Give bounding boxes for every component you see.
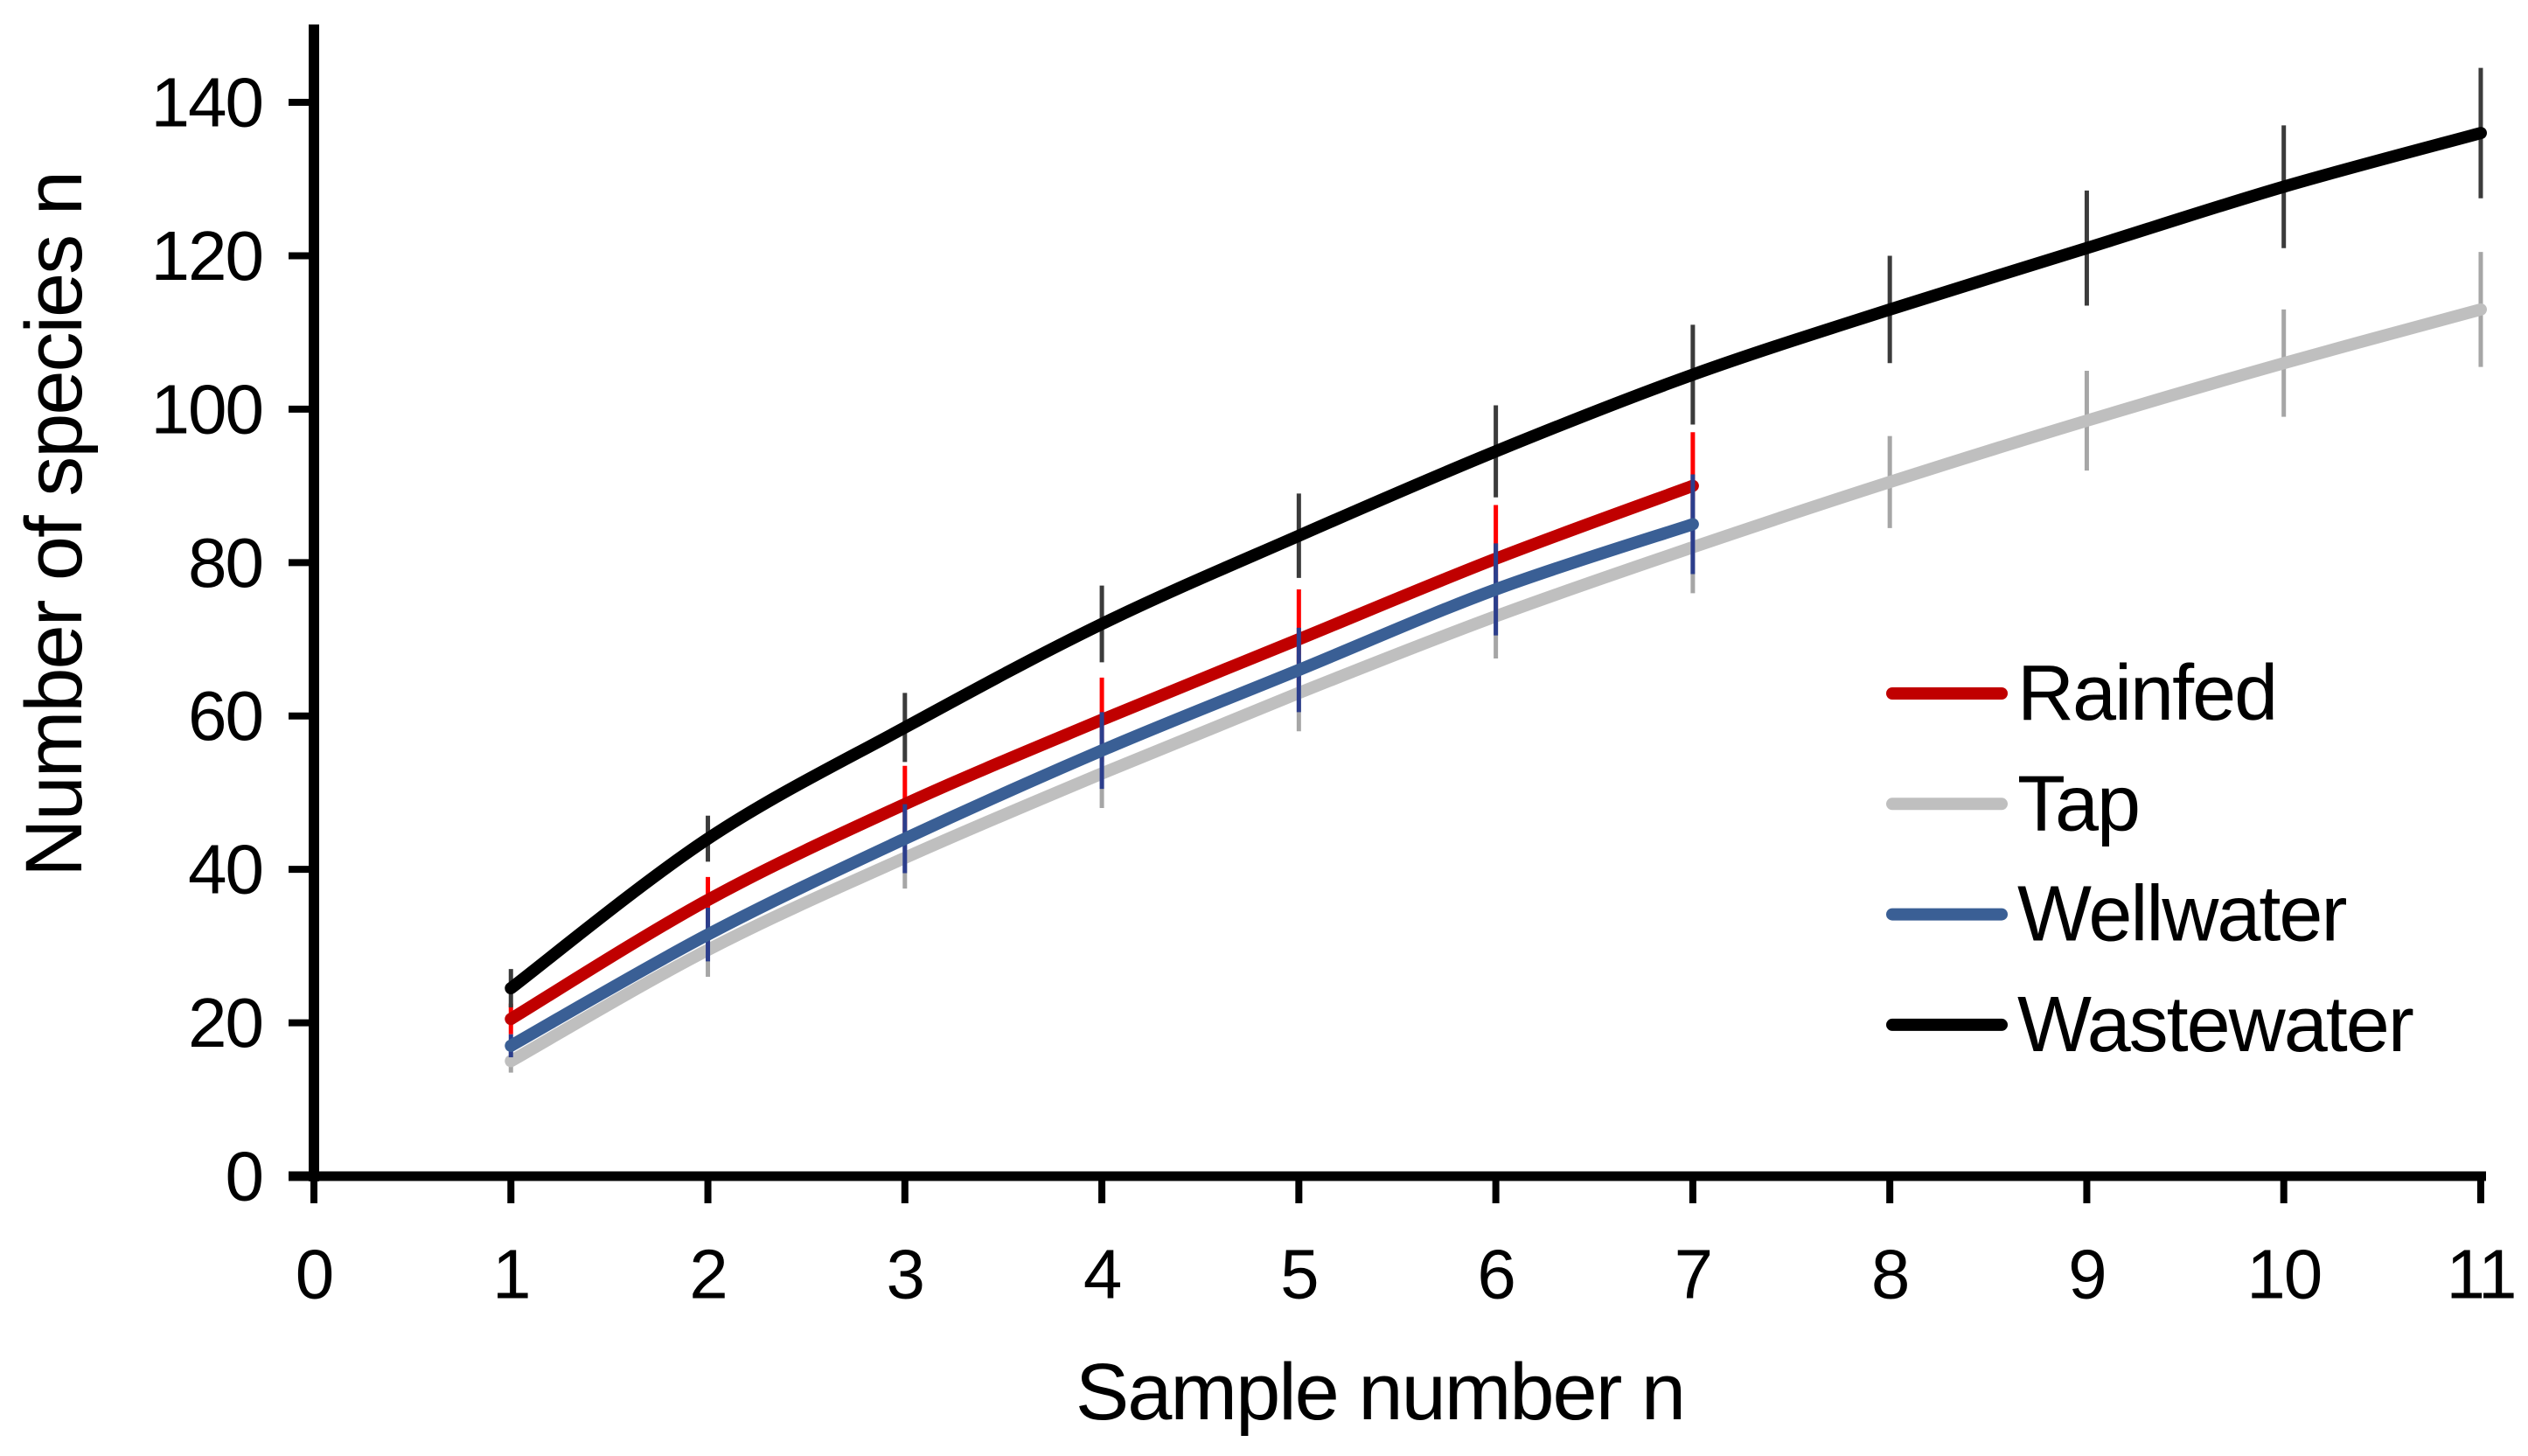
series-line-wastewater — [505, 127, 2487, 995]
legend-item-tap: Tap — [1886, 760, 2141, 847]
series-wastewater — [505, 67, 2487, 1008]
x-tick-label: 8 — [1871, 1236, 1909, 1313]
series-line-wellwater — [505, 518, 1699, 1052]
x-axis-title: Sample number n — [1076, 1348, 1684, 1437]
x-tick-label: 1 — [492, 1236, 530, 1313]
x-tick-label: 0 — [296, 1236, 333, 1313]
x-tick-label: 10 — [2246, 1236, 2321, 1313]
y-tick-label: 100 — [151, 370, 262, 448]
x-tick-label: 3 — [887, 1236, 924, 1313]
x-tick-label: 5 — [1280, 1236, 1318, 1313]
legend-item-rainfed: Rainfed — [1886, 650, 2278, 737]
legend-item-wellwater: Wellwater — [1886, 871, 2348, 958]
x-tick-label: 6 — [1477, 1236, 1515, 1313]
x-tick-label: 2 — [689, 1236, 727, 1313]
x-tick-label: 11 — [2446, 1236, 2515, 1313]
series-wellwater — [505, 474, 1699, 1058]
legend-label-rainfed: Rainfed — [2017, 650, 2276, 737]
y-tick-label: 40 — [188, 831, 262, 909]
legend-label-wellwater: Wellwater — [2017, 871, 2346, 958]
y-tick-label: 120 — [151, 217, 262, 295]
y-tick-label: 140 — [151, 64, 262, 142]
y-tick-label: 60 — [188, 677, 262, 755]
legend-item-wastewater: Wastewater — [1886, 981, 2415, 1069]
y-tick-label: 20 — [188, 984, 262, 1062]
legend-label-wastewater: Wastewater — [2017, 981, 2413, 1069]
legend-label-tap: Tap — [2017, 760, 2139, 847]
y-tick-label: 0 — [226, 1138, 263, 1216]
x-tick-label: 4 — [1083, 1236, 1121, 1313]
y-tick-label: 80 — [188, 524, 262, 602]
y-axis-title: Number of species n — [10, 172, 99, 877]
x-tick-label: 9 — [2068, 1236, 2106, 1313]
x-tick-label: 7 — [1675, 1236, 1712, 1313]
